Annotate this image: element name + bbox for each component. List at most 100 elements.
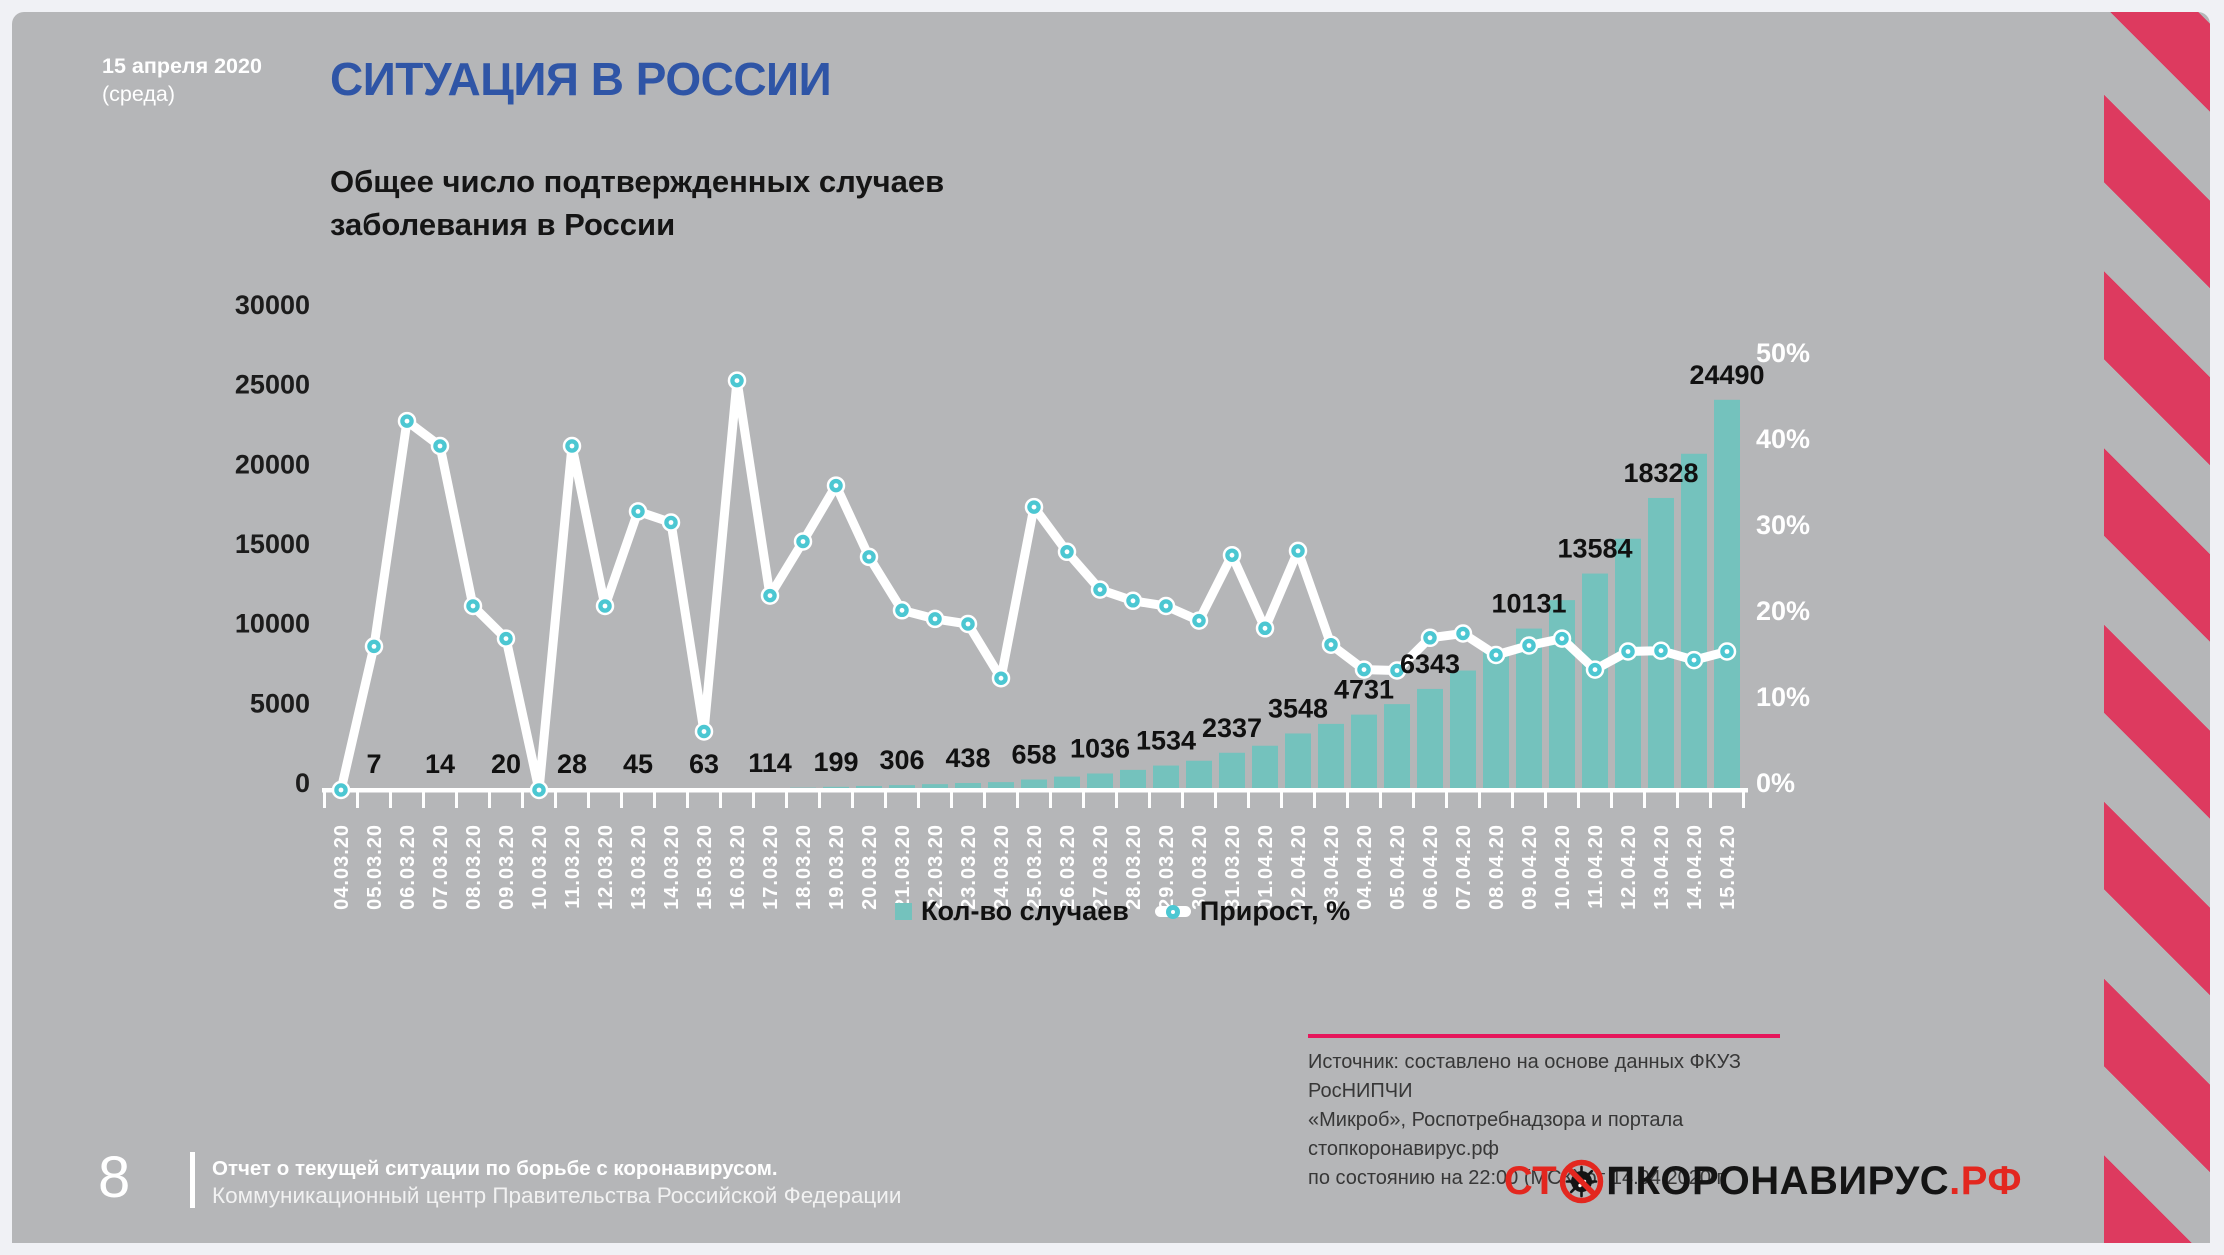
page-number: 8 [98, 1145, 131, 1210]
bar-value-label: 438 [945, 743, 990, 773]
bar-29.03.20 [1153, 765, 1179, 790]
legend-item-growth: Прирост, % [1154, 896, 1350, 927]
source-line3: по состоянию на 22:00 (МСК) от 14.04.202… [1308, 1166, 1727, 1189]
logo-part1: СТ [1503, 1159, 1558, 1203]
x-axis-tick [389, 792, 392, 808]
x-axis-date-label: 04.04.20 [1354, 824, 1376, 910]
bar-value-label: 2337 [1202, 713, 1262, 743]
x-axis-date-label: 07.03.20 [430, 824, 452, 910]
x-axis-line [322, 788, 1748, 793]
source-block: Источник: составлено на основе данных ФК… [1308, 1034, 1808, 1193]
slide: 15 апреля 2020 (среда) СИТУАЦИЯ В РОССИИ… [12, 12, 2210, 1243]
x-axis-tick [1445, 792, 1448, 808]
bar-value-label: 45 [623, 749, 653, 779]
right-axis-tick-label: 0% [1756, 768, 1795, 798]
bar-25.03.20 [1021, 779, 1047, 790]
footer-line1: Отчет о текущей ситуации по борьбе с кор… [212, 1157, 778, 1180]
left-axis-tick-label: 0 [295, 768, 310, 798]
x-axis-date-label: 06.03.20 [397, 824, 419, 910]
x-axis-tick [752, 792, 755, 808]
x-axis-tick [554, 792, 557, 808]
x-axis-tick [1478, 792, 1481, 808]
x-axis-date-label: 12.03.20 [595, 824, 617, 910]
right-axis-tick-label: 20% [1756, 596, 1810, 626]
x-axis-date-label: 17.03.20 [760, 824, 782, 910]
x-axis-date-label: 16.03.20 [727, 824, 749, 910]
x-axis-date-label: 22.03.20 [925, 824, 947, 910]
x-axis-date-label: 19.03.20 [826, 824, 848, 910]
bar-value-label: 3548 [1268, 693, 1328, 723]
left-axis-tick-label: 25000 [235, 370, 310, 400]
logo-part2: ПКОРОНАВИРУС [1606, 1159, 1950, 1203]
bar-04.04.20 [1351, 714, 1377, 790]
x-axis-date-label: 15.04.20 [1717, 824, 1739, 910]
x-axis-date-label: 02.04.20 [1288, 824, 1310, 910]
left-axis-tick-label: 5000 [250, 688, 310, 718]
report-date-line1: 15 апреля 2020 [102, 54, 262, 78]
bar-09.04.20 [1516, 628, 1542, 790]
x-axis-date-label: 10.03.20 [529, 824, 551, 910]
x-axis-date-label: 30.03.20 [1189, 824, 1211, 910]
x-axis-date-label: 23.03.20 [958, 824, 980, 910]
x-axis-date-label: 09.04.20 [1519, 824, 1541, 910]
x-axis-date-label: 13.04.20 [1651, 824, 1673, 910]
right-axis-tick-label: 50% [1756, 338, 1810, 368]
x-axis-tick [917, 792, 920, 808]
bar-11.04.20 [1582, 573, 1608, 790]
x-axis-tick [1049, 792, 1052, 808]
x-axis-tick [785, 792, 788, 808]
x-axis-date-label: 04.03.20 [331, 824, 353, 910]
bar-value-label: 28 [557, 749, 587, 779]
bar-20.03.20 [856, 785, 882, 790]
left-axis-tick-label: 10000 [235, 609, 310, 639]
x-axis-tick [1544, 792, 1547, 808]
bar-08.04.20 [1483, 651, 1509, 790]
x-axis-tick [620, 792, 623, 808]
page-title: СИТУАЦИЯ В РОССИИ [330, 53, 832, 105]
chart-legend: Кол-во случаев Прирост, % [895, 896, 1350, 927]
bar-14.04.20 [1681, 453, 1707, 790]
x-axis-tick [818, 792, 821, 808]
bar-05.04.20 [1384, 704, 1410, 790]
x-axis-tick [653, 792, 656, 808]
x-axis-date-label: 05.04.20 [1387, 824, 1409, 910]
x-axis-tick [1346, 792, 1349, 808]
bar-value-label: 13584 [1557, 534, 1632, 564]
right-axis-tick-label: 30% [1756, 510, 1810, 540]
source-divider [1308, 1034, 1780, 1038]
footer-line2: Коммуникационный центр Правительства Рос… [212, 1183, 902, 1208]
x-axis-tick [983, 792, 986, 808]
left-axis-tick-label: 20000 [235, 449, 310, 479]
bar-swatch-icon [895, 903, 912, 920]
bar-21.03.20 [889, 785, 915, 790]
right-axis-tick-label: 40% [1756, 424, 1810, 454]
x-axis-date-label: 09.03.20 [496, 824, 518, 910]
x-axis-date-label: 03.04.20 [1321, 824, 1343, 910]
bar-23.03.20 [955, 783, 981, 790]
x-axis-date-label: 28.03.20 [1123, 824, 1145, 910]
source-text: Источник: составлено на основе данных ФК… [1308, 1048, 1808, 1193]
source-line2: «Микроб», Роспотребнадзора и портала сто… [1308, 1108, 1684, 1160]
line-marker-swatch-icon [1154, 904, 1191, 919]
bar-value-label: 10131 [1491, 589, 1566, 619]
bar-value-label: 20 [491, 749, 521, 779]
x-axis-tick [1379, 792, 1382, 808]
chart-heading-line1: Общее число подтвержденных случаев [330, 164, 945, 199]
x-axis-tick [521, 792, 524, 808]
bar-01.04.20 [1252, 745, 1278, 790]
x-axis-tick [1742, 792, 1745, 808]
x-axis-date-label: 14.04.20 [1684, 824, 1706, 910]
bar-12.04.20 [1615, 538, 1641, 790]
x-axis-tick [1016, 792, 1019, 808]
x-axis-tick [356, 792, 359, 808]
bar-10.04.20 [1549, 600, 1575, 790]
footer-divider [190, 1152, 195, 1208]
x-axis-date-label: 10.04.20 [1552, 824, 1574, 910]
source-line1: Источник: составлено на основе данных ФК… [1308, 1050, 1741, 1102]
no-virus-icon [1559, 1159, 1604, 1204]
bar-03.04.20 [1318, 723, 1344, 790]
bar-value-label: 4731 [1334, 675, 1394, 705]
bar-value-label: 18328 [1623, 458, 1698, 488]
x-axis-tick [851, 792, 854, 808]
x-axis-tick [1610, 792, 1613, 808]
